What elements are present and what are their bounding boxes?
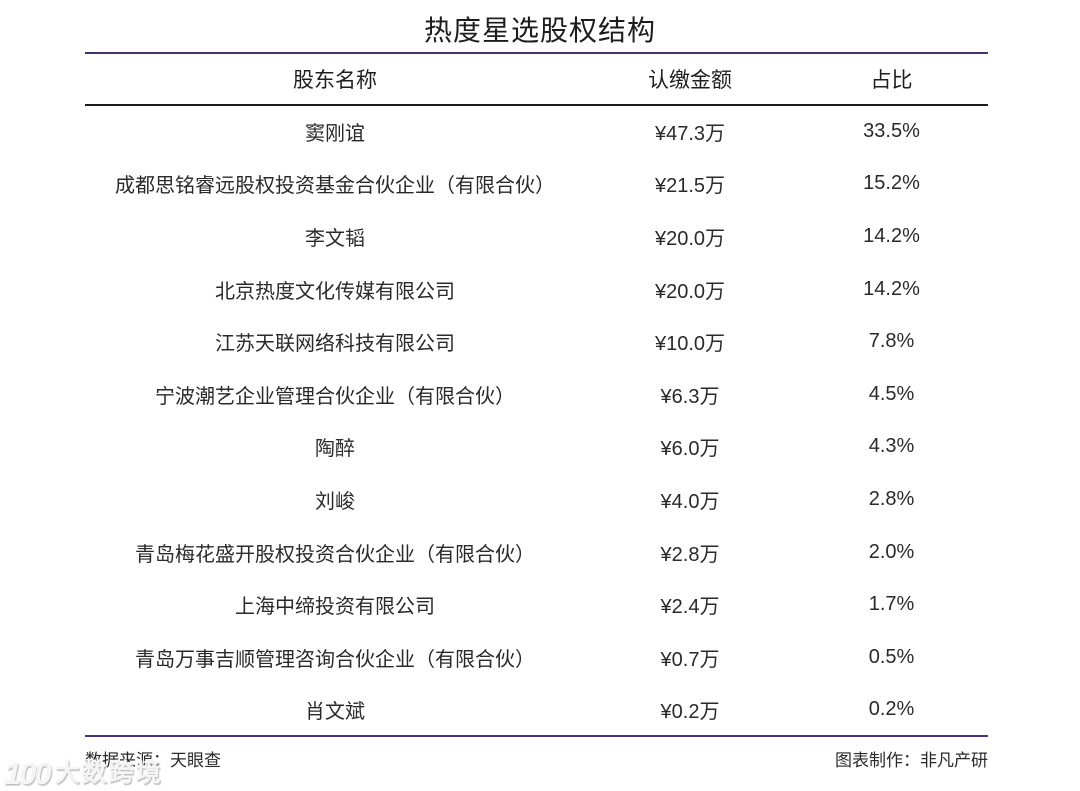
percent-cell: 4.3% xyxy=(868,435,915,458)
amount-cell: ¥0.7万 xyxy=(660,648,720,671)
credit-label: 图表制作：非凡产研 xyxy=(835,751,988,771)
table-row: 李文韬 ¥20.0万 14.2% xyxy=(85,210,988,263)
amount-cell: ¥6.3万 xyxy=(660,385,720,408)
amount-cell: ¥2.4万 xyxy=(660,596,720,619)
shareholder-name-cell: 陶醉 xyxy=(315,438,355,461)
percent-cell: 0.5% xyxy=(868,645,915,668)
page-title: 热度星选股权结构 xyxy=(423,15,656,46)
table-row: 青岛万事吉顺管理咨询合伙企业（有限合伙） ¥0.7万 0.5% xyxy=(85,631,988,684)
shareholder-name-cell: 刘峻 xyxy=(315,490,355,513)
percent-cell: 14.2% xyxy=(863,277,920,300)
shareholder-name-cell: 青岛万事吉顺管理咨询合伙企业（有限合伙） xyxy=(135,648,535,671)
shareholder-name-cell: 窦刚谊 xyxy=(305,123,365,146)
table-row: 北京热度文化传媒有限公司 ¥20.0万 14.2% xyxy=(85,263,988,316)
table-row: 肖文斌 ¥0.2万 0.2% xyxy=(85,684,988,737)
amount-cell: ¥2.8万 xyxy=(660,543,720,566)
equity-table-container: 股东名称 认缴金额 占比 窦刚谊 ¥47.3万 33.5% 成都思铭睿远股权投资基金… xyxy=(85,52,988,738)
shareholder-name-cell: 上海中缔投资有限公司 xyxy=(235,596,435,619)
amount-cell: ¥20.0万 xyxy=(654,227,726,250)
watermark-logo-icon: 100 xyxy=(4,756,52,791)
shareholder-name-cell: 李文韬 xyxy=(305,227,365,250)
amount-cell: ¥6.0万 xyxy=(660,438,720,461)
percent-cell: 15.2% xyxy=(863,172,920,195)
table-row: 上海中缔投资有限公司 ¥2.4万 1.7% xyxy=(85,578,988,631)
percent-cell: 7.8% xyxy=(868,330,915,353)
table-row: 陶醉 ¥6.0万 4.3% xyxy=(85,421,988,474)
data-source-label: 数据来源：天眼查 xyxy=(85,751,221,771)
table-row: 宁波潮艺企业管理合伙企业（有限合伙） ¥6.3万 4.5% xyxy=(85,368,988,421)
shareholder-name-cell: 江苏天联网络科技有限公司 xyxy=(215,333,455,356)
column-header-shareholder: 股东名称 xyxy=(85,53,585,106)
percent-cell: 4.5% xyxy=(868,382,915,405)
column-header-amount: 认缴金额 xyxy=(585,53,795,106)
table-row: 青岛梅花盛开股权投资合伙企业（有限合伙） ¥2.8万 2.0% xyxy=(85,526,988,579)
equity-table: 股东名称 认缴金额 占比 窦刚谊 ¥47.3万 33.5% 成都思铭睿远股权投资基金… xyxy=(85,52,988,738)
table-row: 成都思铭睿远股权投资基金合伙企业（有限合伙） ¥21.5万 15.2% xyxy=(85,158,988,211)
shareholder-name-cell: 宁波潮艺企业管理合伙企业（有限合伙） xyxy=(155,385,515,408)
percent-cell: 33.5% xyxy=(863,120,920,143)
footer: 数据来源：天眼查 图表制作：非凡产研 xyxy=(85,746,988,771)
amount-cell: ¥10.0万 xyxy=(654,333,726,356)
table-row: 江苏天联网络科技有限公司 ¥10.0万 7.8% xyxy=(85,315,988,368)
percent-cell: 14.2% xyxy=(863,224,920,247)
percent-cell: 1.7% xyxy=(868,593,915,616)
amount-cell: ¥4.0万 xyxy=(660,490,720,513)
shareholder-name-cell: 肖文斌 xyxy=(305,700,365,723)
percent-cell: 2.0% xyxy=(868,540,915,563)
table-row: 刘峻 ¥4.0万 2.8% xyxy=(85,473,988,526)
amount-cell: ¥20.0万 xyxy=(654,280,726,303)
shareholder-name-cell: 北京热度文化传媒有限公司 xyxy=(215,280,455,303)
shareholder-name-cell: 成都思铭睿远股权投资基金合伙企业（有限合伙） xyxy=(115,175,555,198)
table-row: 窦刚谊 ¥47.3万 33.5% xyxy=(85,105,988,158)
amount-cell: ¥0.2万 xyxy=(660,700,720,723)
percent-cell: 2.8% xyxy=(868,487,915,510)
percent-cell: 0.2% xyxy=(868,697,915,720)
header-row: 股东名称 认缴金额 占比 xyxy=(85,53,988,106)
amount-cell: ¥21.5万 xyxy=(654,175,726,198)
amount-cell: ¥47.3万 xyxy=(654,123,726,146)
column-header-percent: 占比 xyxy=(795,53,988,106)
shareholder-name-cell: 青岛梅花盛开股权投资合伙企业（有限合伙） xyxy=(135,543,535,566)
